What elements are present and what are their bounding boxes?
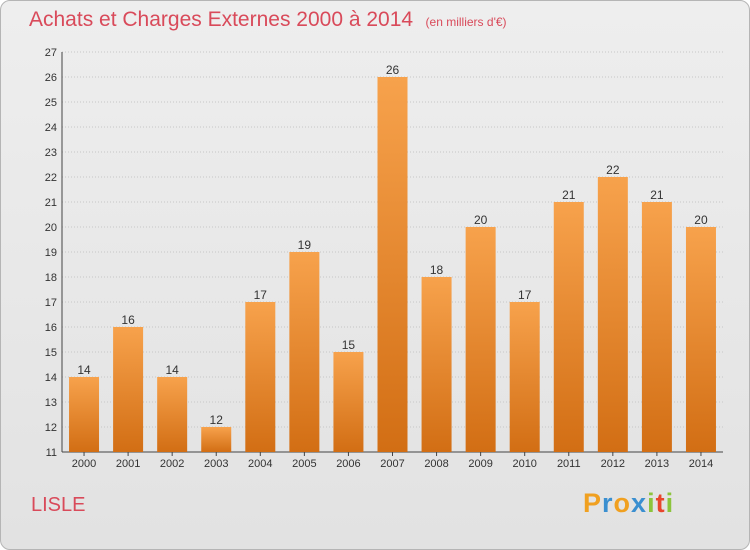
- x-tick-label: 2014: [689, 458, 713, 470]
- bar-value-label: 20: [474, 213, 488, 227]
- bar-2005: [289, 252, 320, 452]
- logo-letter: P: [583, 488, 603, 518]
- x-tick-label: 2003: [204, 458, 228, 470]
- y-tick-label: 22: [45, 172, 57, 184]
- y-tick-label: 21: [45, 197, 57, 209]
- logo-letter: t: [655, 488, 666, 518]
- bar-2010: [509, 302, 540, 452]
- x-tick-label: 2009: [468, 458, 492, 470]
- bar-value-label: 14: [165, 363, 179, 377]
- x-tick-label: 2010: [512, 458, 536, 470]
- axis-layer: 11 12 13 14 15 16 17 18 19 20 21 22 23 24 25 26 27 2000 20…: [45, 47, 723, 470]
- x-tick-label: 2001: [116, 458, 140, 470]
- y-tick-label: 16: [45, 322, 57, 334]
- logo-letter: x: [631, 488, 648, 518]
- bar-value-label: 12: [210, 413, 224, 427]
- x-tick-label: 2008: [424, 458, 448, 470]
- y-tick-label: 12: [45, 422, 57, 434]
- logo-letter: o: [613, 488, 632, 518]
- y-tick-label: 18: [45, 272, 57, 284]
- bar-2001: [113, 327, 144, 452]
- y-tick-label: 14: [45, 372, 57, 384]
- y-tick-label: 24: [45, 122, 57, 134]
- bar-value-label: 16: [121, 313, 135, 327]
- y-tick-label: 19: [45, 247, 57, 259]
- chart-title: Achats et Charges Externes 2000 à 2014 (…: [29, 8, 507, 32]
- y-tick-label: 26: [45, 72, 57, 84]
- y-tick-label: 11: [46, 447, 57, 459]
- bar-2013: [641, 202, 672, 452]
- bar-value-label: 19: [298, 238, 312, 252]
- y-tick-label: 13: [45, 397, 57, 409]
- bar-2014: [685, 227, 716, 452]
- bar-value-label: 17: [254, 288, 268, 302]
- logo-letter: r: [602, 488, 614, 518]
- x-tick-label: 2006: [336, 458, 360, 470]
- y-tick-label: 20: [45, 222, 57, 234]
- x-tick-label: 2012: [601, 458, 625, 470]
- y-tick-label: 23: [45, 147, 57, 159]
- bar-2011: [553, 202, 584, 452]
- bar-value-label: 21: [562, 188, 576, 202]
- bar-value-label: 21: [650, 188, 664, 202]
- bar-2012: [597, 177, 628, 452]
- bar-2002: [157, 377, 188, 452]
- commune-name: LISLE: [31, 494, 86, 516]
- logo-letter: i: [647, 488, 656, 518]
- bar-value-label: 26: [386, 63, 400, 77]
- bar-2008: [421, 277, 452, 452]
- bar-2009: [465, 227, 496, 452]
- x-tick-label: 2000: [72, 458, 96, 470]
- y-tick-label: 17: [45, 297, 57, 309]
- bar-value-label: 18: [430, 263, 444, 277]
- bar-2007: [377, 77, 408, 452]
- bar-value-label: 22: [606, 163, 620, 177]
- bar-layer: [69, 77, 716, 452]
- y-tick-label: 27: [45, 47, 57, 59]
- bar-2006: [333, 352, 364, 452]
- bar-2000: [69, 377, 100, 452]
- x-tick-label: 2007: [380, 458, 404, 470]
- proxiti-logo[interactable]: Proxiti: [583, 488, 674, 519]
- label-layer: 14 16 14 12 17 19 15 26 18 20 17 21 22 21 20: [77, 63, 708, 427]
- bar-value-label: 14: [77, 363, 91, 377]
- bar-value-label: 20: [694, 213, 708, 227]
- bar-value-label: 17: [518, 288, 532, 302]
- x-tick-label: 2002: [160, 458, 184, 470]
- chart-title-text: Achats et Charges Externes 2000 à 2014: [29, 8, 414, 31]
- x-tick-label: 2004: [248, 458, 272, 470]
- bar-2004: [245, 302, 276, 452]
- bar-value-label: 15: [342, 338, 356, 352]
- chart-unit: (en milliers d'€): [425, 15, 507, 29]
- logo-letter: i: [665, 488, 675, 518]
- y-tick-label: 15: [45, 347, 57, 359]
- y-tick-label: 25: [45, 97, 57, 109]
- x-tick-label: 2011: [557, 458, 581, 470]
- x-tick-label: 2013: [645, 458, 669, 470]
- x-tick-label: 2005: [292, 458, 316, 470]
- bar-2003: [201, 427, 232, 452]
